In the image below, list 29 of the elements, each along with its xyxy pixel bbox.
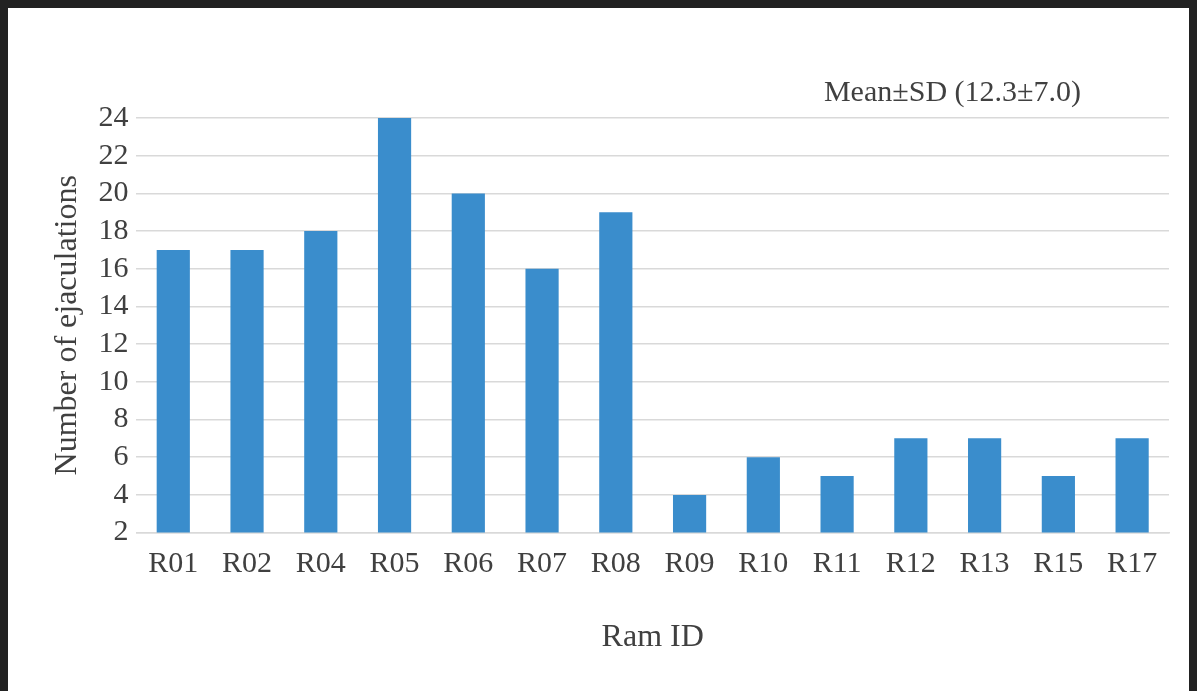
x-axis-title: Ram ID [601,617,704,654]
y-tick-label: 20 [98,174,129,208]
y-tick-label: 24 [98,98,129,132]
x-tick-label: R11 [812,545,862,579]
x-tick-label: R15 [1033,545,1084,579]
y-tick-label: 14 [98,287,129,321]
x-tick-label: R13 [959,545,1010,579]
x-tick-label: R01 [148,545,199,579]
x-tick-label: R17 [1107,545,1158,579]
y-tick-label: 4 [113,475,129,509]
y-axis-title: Number of ejaculations [46,175,83,476]
y-tick-label: 12 [98,325,129,359]
x-tick-label: R08 [590,545,641,579]
y-tick-label: 6 [113,438,129,472]
y-tick-label: 22 [98,136,129,170]
x-tick-label: R10 [738,545,789,579]
x-tick-label: R12 [885,545,936,579]
text: Mean±SD (12.3±7.0) [823,73,1081,108]
x-tick-label: R06 [443,545,494,579]
y-tick-label: 18 [98,211,129,245]
x-tick-label: R05 [369,545,420,579]
x-tick-label: R07 [517,545,568,579]
y-tick-label: 10 [98,362,129,396]
x-tick-label: R02 [222,545,273,579]
x-tick-label: R09 [664,545,715,579]
y-tick-label: 8 [113,400,129,434]
x-tick-label: R04 [295,545,346,579]
y-tick-label: 16 [98,249,129,283]
y-tick-label: 2 [113,513,129,547]
